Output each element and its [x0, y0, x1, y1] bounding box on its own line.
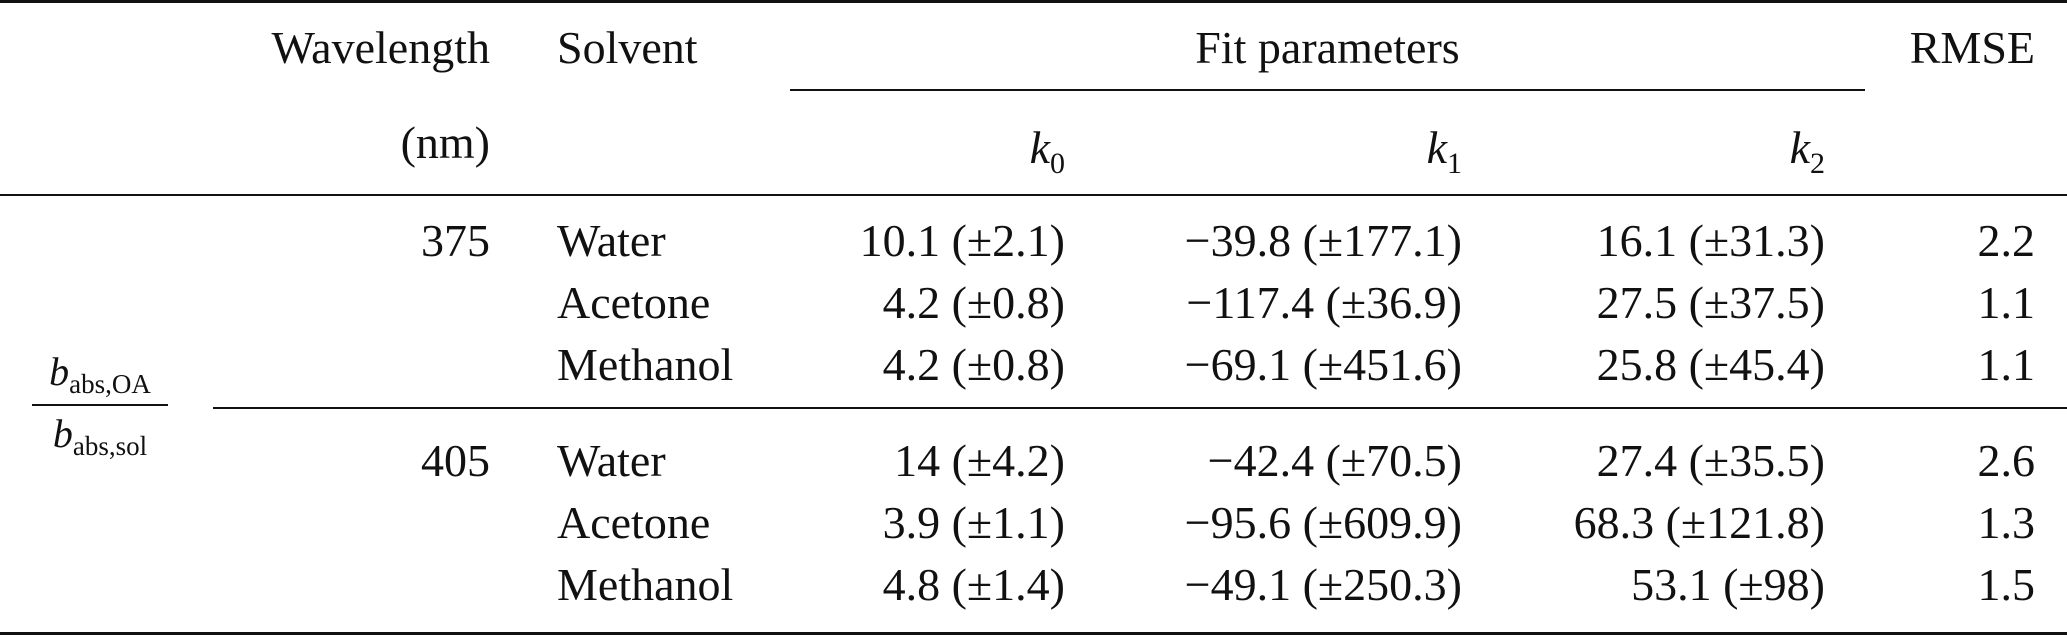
g2-r2-solvent: Acetone: [557, 497, 711, 548]
g1-r2-k1: −117.4 (±36.9): [1186, 277, 1462, 328]
header-bottom-rule: [0, 194, 2067, 196]
g2-r1-k2: 27.4 (±35.5): [1596, 435, 1825, 486]
g1-r2-solvent: Acetone: [557, 277, 711, 328]
group-separator-rule: [213, 407, 2067, 409]
g1-r3-k0: 4.2 (±0.8): [882, 339, 1065, 390]
g1-r1-k0: 10.1 (±2.1): [859, 215, 1065, 266]
g2-r3-k0: 4.8 (±1.4): [882, 559, 1065, 610]
g1-r2-k2: 27.5 (±37.5): [1596, 277, 1825, 328]
g1-r1-solvent: Water: [557, 215, 666, 266]
header-fit-parameters: Fit parameters: [1195, 22, 1460, 73]
g1-r3-solvent: Methanol: [557, 339, 734, 390]
fraction-numerator: babs,OA: [49, 349, 151, 399]
g1-r3-k2: 25.8 (±45.4): [1596, 339, 1825, 390]
g2-r1-k0: 14 (±4.2): [894, 435, 1065, 486]
header-rmse: RMSE: [1909, 22, 2035, 73]
g2-r3-rmse: 1.5: [1977, 559, 2036, 610]
g2-r3-k1: −49.1 (±250.3): [1184, 559, 1462, 610]
g2-r1-k1: −42.4 (±70.5): [1207, 435, 1462, 486]
g1-r1-k1: −39.8 (±177.1): [1184, 215, 1462, 266]
g2-r2-k1: −95.6 (±609.9): [1184, 497, 1462, 548]
header-k0: k0: [1029, 122, 1065, 180]
g1-r2-rmse: 1.1: [1977, 277, 2036, 328]
header-k1: k1: [1426, 122, 1462, 180]
g2-r3-solvent: Methanol: [557, 559, 734, 610]
top-rule: [0, 0, 2067, 3]
g2-r2-rmse: 1.3: [1977, 497, 2036, 548]
g1-r3-k1: −69.1 (±451.6): [1184, 339, 1462, 390]
fraction-bar: [32, 404, 168, 406]
g1-r1-rmse: 2.2: [1977, 215, 2036, 266]
g2-r2-k0: 3.9 (±1.1): [882, 497, 1065, 548]
header-wavelength: Wavelength: [271, 22, 490, 73]
group-2-wavelength: 405: [421, 435, 490, 486]
g1-r2-k0: 4.2 (±0.8): [882, 277, 1065, 328]
header-k2: k2: [1789, 122, 1825, 180]
fit-parameters-rule: [790, 89, 1865, 91]
g2-r2-k2: 68.3 (±121.8): [1573, 497, 1825, 548]
header-solvent: Solvent: [557, 22, 698, 73]
header-wavelength-unit: (nm): [400, 117, 490, 168]
group-1-wavelength: 375: [421, 215, 490, 266]
g2-r1-rmse: 2.6: [1977, 435, 2036, 486]
row-label-fraction: babs,OA babs,sol: [30, 352, 170, 460]
g2-r3-k2: 53.1 (±98): [1631, 559, 1825, 610]
fraction-denominator: babs,sol: [52, 411, 148, 461]
g2-r1-solvent: Water: [557, 435, 666, 486]
bottom-rule: [0, 632, 2067, 635]
g1-r1-k2: 16.1 (±31.3): [1596, 215, 1825, 266]
g1-r3-rmse: 1.1: [1977, 339, 2036, 390]
